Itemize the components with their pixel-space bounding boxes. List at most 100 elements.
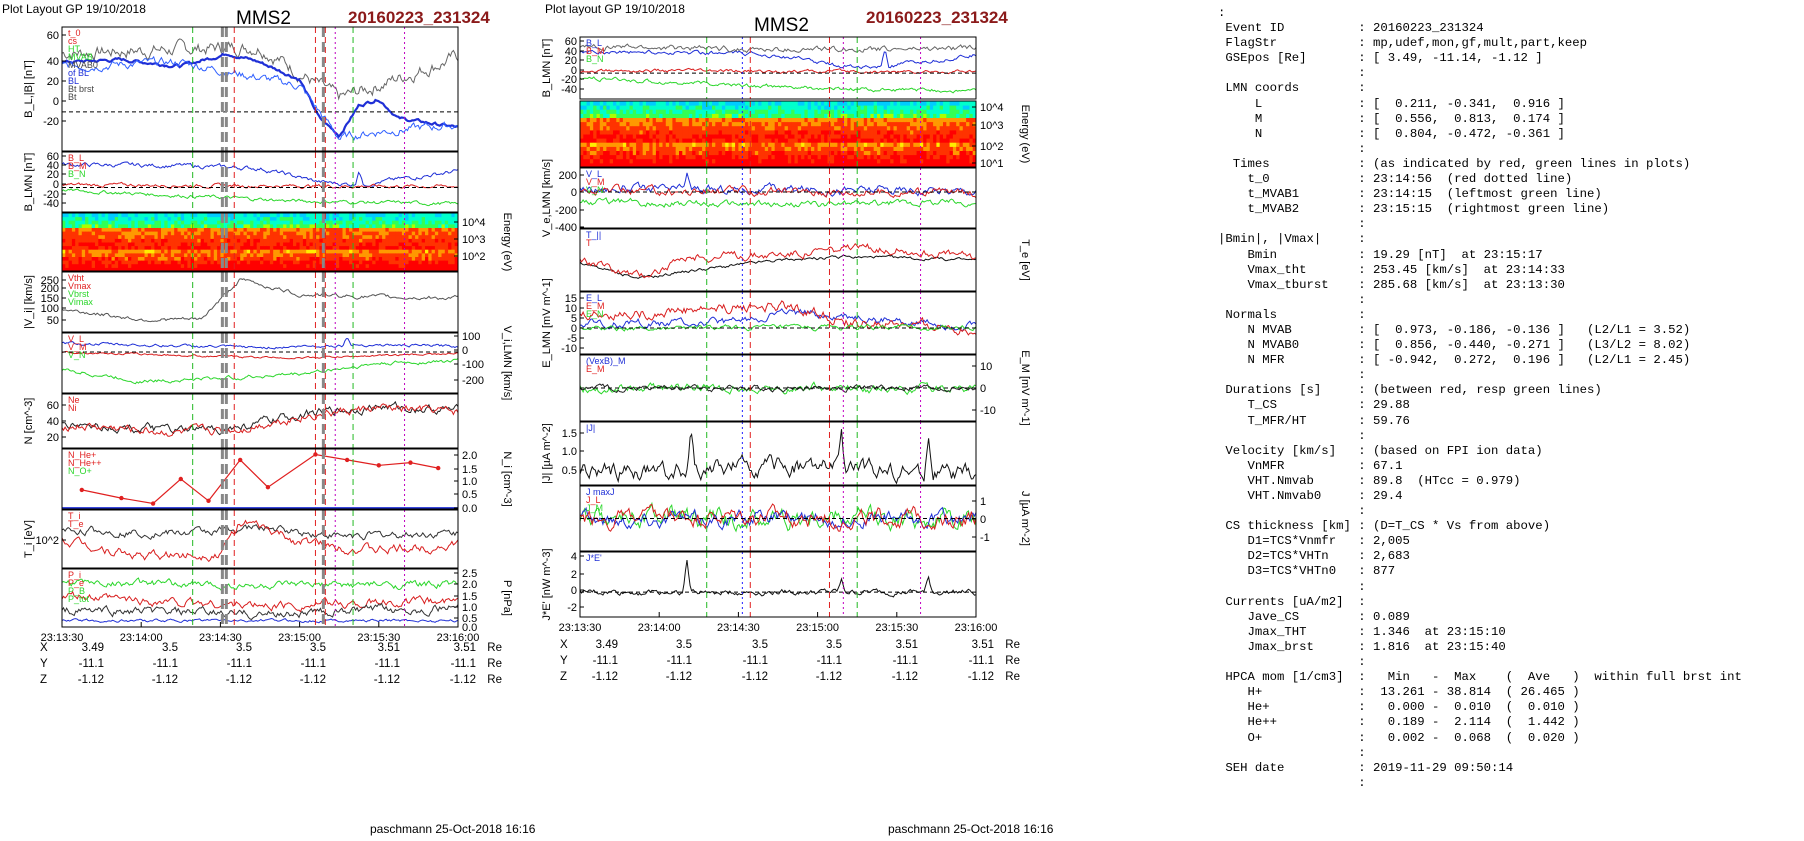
spectrogram-cell xyxy=(326,238,330,243)
summary-line: HPCA mom [1/cm3] : Min - Max ( Ave ) wit… xyxy=(1218,670,1742,685)
spectrogram-cell xyxy=(217,249,221,254)
spectrogram-cell xyxy=(820,146,825,151)
spectrogram-cell xyxy=(669,158,673,164)
spectrogram-cell xyxy=(679,146,683,151)
spectrogram-cell xyxy=(425,263,429,268)
spectrogram-cell xyxy=(164,245,169,250)
coord-label: Z xyxy=(560,671,568,683)
spectrogram-cell xyxy=(830,109,835,114)
spectrogram-cell xyxy=(246,252,251,257)
spectrogram-cell xyxy=(141,223,145,228)
spectrogram-cell xyxy=(939,109,944,114)
spectrogram-cell xyxy=(794,150,799,156)
spectrogram-cell xyxy=(619,150,624,156)
spectrogram-cell xyxy=(745,138,749,143)
spectrogram-cell xyxy=(754,113,759,118)
spectrogram-cell xyxy=(438,213,442,218)
spectrogram-cell xyxy=(764,150,769,156)
spectrogram-cell xyxy=(593,134,597,139)
spectrogram-cell xyxy=(187,252,192,257)
series-line xyxy=(580,308,977,332)
spectrogram-cell xyxy=(124,223,129,228)
spectrogram-cell xyxy=(200,227,205,232)
spectrogram-cell xyxy=(695,121,700,127)
spectrogram-cell xyxy=(223,238,228,243)
legend-entry: B_M xyxy=(586,46,605,56)
spectrogram-cell xyxy=(695,129,700,135)
spectrogram-cell xyxy=(342,242,347,247)
spectrogram-cell xyxy=(599,154,604,160)
spectrogram-cell xyxy=(279,263,284,268)
spectrogram-cell xyxy=(599,146,604,151)
spectrogram-cell xyxy=(807,162,812,168)
spectrogram-cell xyxy=(771,129,776,135)
spectrogram-cell xyxy=(688,101,693,106)
spectrogram-cell xyxy=(771,101,776,106)
spectrogram-cell xyxy=(296,234,301,239)
spectrogram-cell xyxy=(375,242,380,247)
spectrogram-cell xyxy=(705,138,710,143)
spectrogram-cell xyxy=(362,252,367,257)
spectrogram-cell xyxy=(698,113,703,118)
spectrogram-cell xyxy=(180,267,185,272)
spectrogram-cell xyxy=(415,267,419,272)
spectrogram-cell xyxy=(71,231,76,236)
spectrogram-cell xyxy=(745,158,749,164)
spectrogram-cell xyxy=(725,146,729,151)
spectrogram-cell xyxy=(329,213,334,218)
spectrogram-cell xyxy=(599,142,604,147)
spectrogram-cell xyxy=(243,227,248,232)
spectrogram-cell xyxy=(368,234,373,239)
spectrogram-cell xyxy=(68,231,73,236)
spectrogram-cell xyxy=(738,109,743,114)
spectrogram-cell xyxy=(167,252,172,257)
spectrogram-cell xyxy=(230,238,235,243)
spectrogram-cell xyxy=(128,234,132,239)
spectrogram-cell xyxy=(616,134,621,139)
spectrogram-cell xyxy=(236,223,241,228)
spectrogram-cell xyxy=(662,101,667,106)
spectrogram-cell xyxy=(388,227,393,232)
spectrogram-cell xyxy=(840,154,845,160)
y-tick-label: 2.0 xyxy=(462,579,477,591)
summary-line: : xyxy=(1218,775,1366,790)
spectrogram-cell xyxy=(359,242,363,247)
spectrogram-cell xyxy=(629,117,634,123)
spectrogram-cell xyxy=(771,117,776,123)
spectrogram-cell xyxy=(236,220,241,225)
spectrogram-cell xyxy=(952,162,957,168)
spectrogram-cell xyxy=(316,220,320,225)
spectrogram-cell xyxy=(306,256,310,261)
spectrogram-cell xyxy=(332,267,337,272)
summary-line: : xyxy=(1218,217,1366,232)
spectrogram-cell xyxy=(197,245,202,250)
spectrogram-cell xyxy=(210,238,215,243)
spectrogram-cell xyxy=(679,121,683,127)
spectrogram-cell xyxy=(636,105,640,110)
spectrogram-cell xyxy=(78,252,83,257)
y-tick-label: 0 xyxy=(571,323,577,335)
spectrogram-cell xyxy=(797,142,802,147)
spectrogram-cell xyxy=(451,260,456,265)
spectrogram-cell xyxy=(147,249,152,254)
spectrogram-cell xyxy=(910,158,914,164)
spectrogram-cell xyxy=(68,220,73,225)
spectrogram-cell xyxy=(134,256,139,261)
spectrogram-cell xyxy=(286,263,291,268)
spectrogram-cell xyxy=(863,142,868,147)
spectrogram-cell xyxy=(408,267,413,272)
spectrogram-cell xyxy=(392,260,396,265)
spectrogram-cell xyxy=(764,121,769,127)
spectrogram-cell xyxy=(781,154,786,160)
spectrogram-cell xyxy=(326,263,330,268)
spectrogram-cell xyxy=(441,242,446,247)
spectrogram-cell xyxy=(715,162,720,168)
spectrogram-cell xyxy=(916,125,921,131)
spectrogram-cell xyxy=(652,154,657,160)
spectrogram-cell xyxy=(359,238,363,243)
y-tick-label: -200 xyxy=(555,205,577,217)
spectrogram-cell xyxy=(606,101,611,106)
spectrogram-cell xyxy=(210,223,215,228)
spectrogram-cell xyxy=(913,142,918,147)
spectrogram-cell xyxy=(137,260,142,265)
